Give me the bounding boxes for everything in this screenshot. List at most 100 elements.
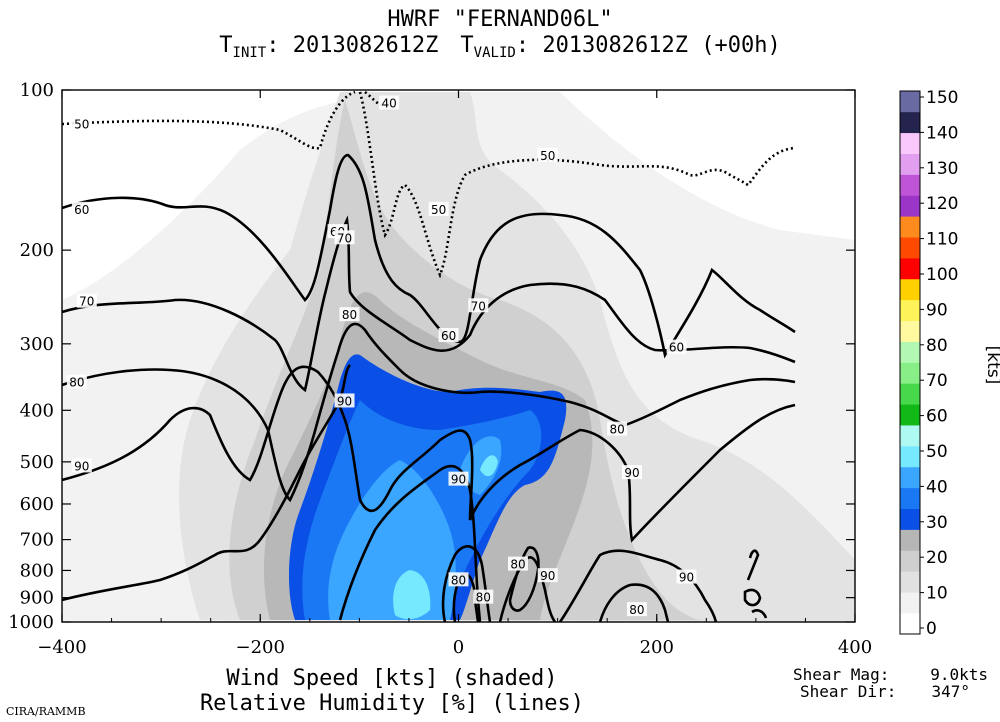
credit-text: CIRA/RAMMB bbox=[6, 705, 86, 718]
colorbar-tick-label: 80 bbox=[926, 336, 948, 356]
y-tick-label: 200 bbox=[20, 240, 54, 261]
rh-contour-label: 90 bbox=[451, 473, 466, 487]
colorbar-tick-label: 130 bbox=[926, 159, 958, 179]
colorbar-tick-label: 20 bbox=[926, 548, 948, 568]
colorbar-cell bbox=[900, 237, 920, 259]
x-tick-label: 0 bbox=[453, 637, 464, 658]
colorbar-frame bbox=[899, 90, 921, 635]
rh-contour-label: 90 bbox=[74, 459, 89, 473]
colorbar-cell bbox=[900, 592, 920, 614]
colorbar-tick-label: 50 bbox=[926, 442, 948, 462]
rh-label-bg bbox=[379, 95, 400, 110]
colorbar-cell bbox=[900, 132, 920, 154]
y-tick-label: 600 bbox=[20, 494, 54, 515]
y-axis: 100 200 300 400 500 600 700 800 900 1000 bbox=[8, 80, 855, 633]
colorbar-tick-label: 0 bbox=[926, 619, 937, 639]
wind-speed-shading bbox=[62, 90, 855, 622]
colorbar-tick-label: 30 bbox=[926, 513, 948, 533]
colorbar-tick-label: 110 bbox=[926, 230, 958, 250]
shade-70-80 bbox=[393, 455, 498, 620]
colorbar-cell bbox=[900, 508, 920, 530]
rh-contour-80 bbox=[62, 322, 796, 503]
colorbar-cell bbox=[900, 91, 920, 113]
rh-label-bg bbox=[71, 201, 92, 216]
rh-contour-90d bbox=[558, 549, 718, 622]
rh-label-bg bbox=[507, 556, 528, 571]
rh-contour-label: 80 bbox=[476, 591, 491, 605]
colorbar-tick-label: 70 bbox=[926, 371, 948, 391]
colorbar: 0 10 20 30 40 50 60 70 80 90 100 110 120 130 140 150 bbox=[899, 88, 958, 639]
colorbar-cell bbox=[900, 216, 920, 238]
rh-contour-label: 80 bbox=[342, 308, 357, 322]
colorbar-cell bbox=[900, 258, 920, 280]
colorbar-cell bbox=[900, 341, 920, 363]
rh-contour-80f bbox=[598, 583, 670, 622]
shade-60-70 bbox=[328, 436, 502, 620]
shear-mag-label: Shear Mag: bbox=[793, 665, 889, 684]
rh-contour-label: 60 bbox=[669, 341, 684, 355]
y-tick-label: 300 bbox=[20, 334, 54, 355]
y-tick-label: 500 bbox=[20, 452, 54, 473]
y-tick-label: 900 bbox=[20, 588, 54, 609]
colorbar-cell bbox=[900, 111, 920, 134]
rh-contour-label: 70 bbox=[471, 299, 486, 313]
y-tick-label: 800 bbox=[20, 560, 54, 581]
rh-contour-label: 50 bbox=[540, 149, 555, 163]
rh-label-bg bbox=[621, 465, 642, 480]
colorbar-cell bbox=[900, 383, 920, 405]
rh-label-bg bbox=[448, 471, 469, 486]
rh-contour-label: 50 bbox=[431, 203, 446, 217]
colorbar-tick-label: 150 bbox=[926, 88, 958, 108]
x-axis: −400 −200 0 200 400 bbox=[37, 90, 872, 658]
rh-label-bg bbox=[666, 339, 687, 354]
rh-contour-label: 90 bbox=[540, 569, 555, 583]
colorbar-tick-label: 120 bbox=[926, 194, 958, 214]
rh-contour-90b bbox=[338, 464, 482, 622]
init-prefix: T bbox=[219, 33, 232, 58]
rh-contour-label: 90 bbox=[624, 466, 639, 480]
rh-label-bg bbox=[334, 230, 355, 245]
rh-label-bg bbox=[537, 147, 558, 162]
colorbar-cell bbox=[900, 278, 920, 301]
colorbar-tick-label: 10 bbox=[926, 584, 948, 604]
rh-contour-90 bbox=[62, 365, 796, 543]
colorbar-cell bbox=[900, 195, 920, 217]
y-tick-label: 1000 bbox=[8, 612, 54, 633]
colorbar-cell bbox=[900, 487, 920, 509]
rh-contour-label: 80 bbox=[451, 573, 466, 587]
rh-label-bg bbox=[71, 116, 92, 131]
rh-label-bg bbox=[339, 307, 360, 322]
rh-contour-label: 40 bbox=[381, 96, 396, 110]
rh-label-bg bbox=[448, 572, 469, 587]
colorbar-cell bbox=[900, 299, 920, 322]
colorbar-cell bbox=[900, 571, 920, 593]
rh-label-bg bbox=[468, 298, 489, 313]
colorbar-cell bbox=[900, 362, 920, 384]
colorbar-cell bbox=[900, 529, 920, 551]
colorbar-unit-label: [kts] bbox=[983, 346, 1000, 385]
rh-label-bg bbox=[438, 327, 459, 342]
x-tick-label: −200 bbox=[236, 637, 285, 658]
colorbar-cell bbox=[900, 425, 920, 447]
rh-contour-label: 80 bbox=[609, 423, 624, 437]
colorbar-cell bbox=[900, 466, 920, 489]
rh-label-bg bbox=[473, 589, 494, 604]
init-value: : 2013082612Z bbox=[266, 33, 438, 58]
colorbar-tick-label: 40 bbox=[926, 477, 948, 497]
chart-subtitle: TINIT: 2013082612Z TVALID: 2013082612Z (+… bbox=[219, 33, 780, 61]
rh-contour-label: 50 bbox=[74, 117, 89, 131]
rh-contour-40-dotted bbox=[364, 90, 386, 107]
rh-contour-small-1 bbox=[746, 549, 760, 581]
colorbar-cell bbox=[900, 174, 920, 196]
rh-contour-70 bbox=[62, 215, 796, 393]
colorbar-cell bbox=[900, 550, 920, 572]
x-tick-label: 200 bbox=[640, 637, 674, 658]
rh-contour-label: 80 bbox=[69, 376, 84, 390]
colorbar-cell bbox=[900, 320, 920, 342]
rh-contour-label: 80 bbox=[510, 558, 525, 572]
valid-prefix: T bbox=[460, 33, 473, 58]
init-sub: INIT bbox=[233, 45, 267, 61]
rh-contour-label: 90 bbox=[679, 571, 694, 585]
rh-label-bg bbox=[334, 393, 355, 408]
